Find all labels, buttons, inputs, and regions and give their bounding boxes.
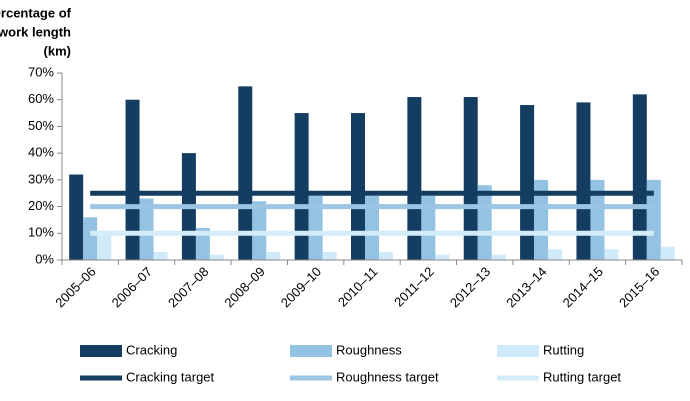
x-tick-label: 2010–11 — [335, 264, 381, 310]
y-tick-label: 30% — [28, 171, 54, 186]
bar — [252, 201, 267, 260]
bar — [646, 179, 661, 260]
legend-swatch — [290, 345, 332, 357]
y-axis-title: Percentage of — [0, 5, 72, 20]
bar — [69, 174, 84, 260]
legend-label: Rutting target — [543, 369, 621, 384]
legend-swatch — [497, 345, 539, 357]
x-tick-label: 2011–12 — [391, 264, 437, 310]
bar — [83, 217, 98, 260]
x-tick-label: 2015–16 — [616, 264, 662, 310]
legend-label: Cracking — [126, 342, 177, 357]
bar — [660, 246, 675, 260]
x-tick-label: 2009–10 — [278, 264, 324, 310]
bar — [435, 254, 450, 260]
y-tick-label: 0% — [35, 251, 54, 266]
x-tick-label: 2007–08 — [165, 264, 211, 310]
bar — [379, 251, 393, 260]
y-tick-label: 10% — [28, 225, 54, 240]
bar — [520, 105, 535, 260]
x-tick-label: 2012–13 — [447, 264, 493, 310]
bar — [534, 179, 549, 260]
bar — [491, 254, 506, 260]
x-tick-label: 2013–14 — [503, 264, 549, 310]
legend-label: Roughness — [336, 342, 402, 357]
bar — [209, 254, 224, 260]
bar — [308, 195, 323, 260]
y-tick-label: 50% — [28, 118, 54, 133]
y-tick-label: 70% — [28, 64, 54, 79]
bar — [294, 113, 309, 260]
bar — [548, 249, 563, 260]
bar — [604, 249, 619, 260]
x-tick-label: 2006–07 — [109, 264, 155, 310]
bar — [632, 94, 647, 260]
legend-label: Cracking target — [126, 369, 215, 384]
bar — [576, 102, 591, 260]
x-tick-label: 2014–15 — [560, 264, 606, 310]
y-tick-label: 60% — [28, 91, 54, 106]
bar — [590, 179, 605, 260]
y-axis-title: (km) — [44, 43, 71, 58]
x-tick-label: 2008–09 — [221, 264, 267, 310]
bar — [421, 195, 436, 260]
bar — [238, 86, 253, 260]
y-axis-title: network length — [0, 24, 71, 39]
bar — [463, 97, 478, 261]
bar — [365, 195, 379, 260]
bar — [322, 251, 337, 260]
y-tick-label: 40% — [28, 145, 54, 160]
bar — [97, 235, 112, 260]
legend-swatch — [80, 345, 122, 357]
bar — [407, 97, 422, 261]
legend-label: Roughness target — [336, 369, 439, 384]
x-tick-label: 2005–06 — [52, 264, 98, 310]
y-tick-label: 20% — [28, 198, 54, 213]
bar — [266, 251, 281, 260]
bar — [125, 99, 140, 260]
bar — [351, 113, 365, 260]
bar — [477, 185, 492, 260]
bar — [195, 227, 210, 260]
bar — [139, 198, 154, 260]
bar — [153, 251, 168, 260]
legend-label: Rutting — [543, 342, 584, 357]
